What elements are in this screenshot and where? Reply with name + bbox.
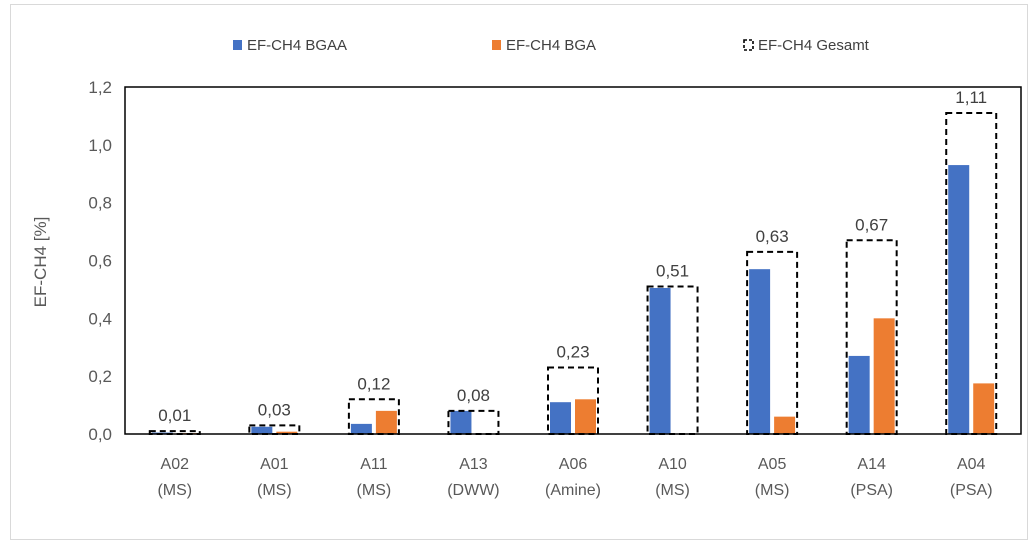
y-axis-label: EF-CH4 [%] [31, 217, 50, 308]
x-category-sublabel: (MS) [157, 482, 192, 499]
x-category-sublabel: (MS) [755, 482, 790, 499]
bar-gesamt-outline [746, 250, 799, 435]
bar-gesamt-outline [447, 409, 500, 436]
x-category-sublabel: (PSA) [950, 482, 993, 499]
x-category-sublabel: (Amine) [545, 482, 601, 499]
bar-bga [276, 431, 298, 434]
data-label-gesamt: 0,01 [158, 406, 191, 425]
y-tick-label: 0,8 [88, 194, 112, 213]
bar-bgaa [848, 355, 870, 434]
bar-gesamt-outline [845, 239, 898, 435]
bar-bgaa [450, 410, 472, 434]
legend-label: EF-CH4 BGAA [247, 37, 347, 54]
x-category-label: A14 [857, 456, 886, 473]
bar-bgaa [749, 269, 771, 434]
x-category-label: A04 [957, 456, 986, 473]
y-axis-ticks: 0,0 0,2 0,4 0,6 0,8 1,0 1,2 [88, 78, 112, 444]
x-category-label: A02 [161, 456, 190, 473]
legend-swatch [492, 40, 501, 50]
bar-bgaa [649, 287, 671, 434]
bar-bgaa [251, 426, 273, 434]
legend-swatch [233, 40, 242, 50]
data-labels: 0,01 0,03 0,12 0,08 0,23 0,51 0,63 0,67 1,11 [158, 88, 987, 425]
y-tick-label: 0,6 [88, 252, 112, 271]
bar-bgaa [550, 402, 571, 434]
bars [151, 165, 995, 434]
data-label-gesamt: 0,12 [357, 374, 390, 393]
y-tick-label: 0,4 [88, 309, 112, 328]
bar-bga [973, 383, 995, 434]
bar-bga [774, 416, 796, 434]
x-category-label: A13 [459, 456, 488, 473]
data-label-gesamt: 0,03 [258, 400, 291, 419]
x-category-sublabel: (MS) [357, 482, 392, 499]
plot-area-border [124, 86, 1022, 435]
bar-bga [375, 410, 397, 434]
data-label-gesamt: 0,23 [556, 342, 589, 361]
data-label-gesamt: 0,63 [756, 227, 789, 246]
bar-bgaa [350, 423, 372, 434]
legend-label: EF-CH4 Gesamt [758, 37, 870, 54]
bar-bga [575, 399, 596, 434]
y-tick-label: 0,2 [88, 367, 112, 386]
bar-bga [873, 318, 895, 434]
x-category-sublabel: (MS) [655, 482, 690, 499]
legend: EF-CH4 BGAA EF-CH4 BGA EF-CH4 Gesamt [233, 37, 870, 54]
x-category-label: A10 [658, 456, 687, 473]
x-category-label: A06 [559, 456, 588, 473]
x-category-sublabel: (MS) [257, 482, 292, 499]
bar-gesamt-outline [148, 430, 201, 436]
x-category-sublabel: (PSA) [850, 482, 893, 499]
y-tick-label: 1,0 [88, 136, 112, 155]
y-tick-label: 0,0 [88, 425, 112, 444]
x-category-sublabel: (DWW) [447, 482, 499, 499]
x-category-label: A11 [360, 456, 387, 473]
x-category-label: A01 [260, 456, 289, 473]
x-axis-categories: A02 (MS) A01 (MS) A11 (MS) A13 (DWW) A06 (Amine) A… [157, 456, 992, 499]
legend-swatch-gesamt [743, 39, 754, 51]
legend-label: EF-CH4 BGA [506, 37, 596, 54]
y-tick-label: 1,2 [88, 78, 112, 97]
bar-gesamt-outline [347, 398, 400, 435]
x-category-label: A05 [758, 456, 787, 473]
bar-bgaa [948, 165, 970, 434]
data-label-gesamt: 1,11 [955, 88, 987, 107]
data-label-gesamt: 0,51 [656, 262, 689, 281]
data-label-gesamt: 0,67 [855, 215, 888, 234]
chart-frame [10, 4, 1028, 540]
data-label-gesamt: 0,08 [457, 386, 490, 405]
